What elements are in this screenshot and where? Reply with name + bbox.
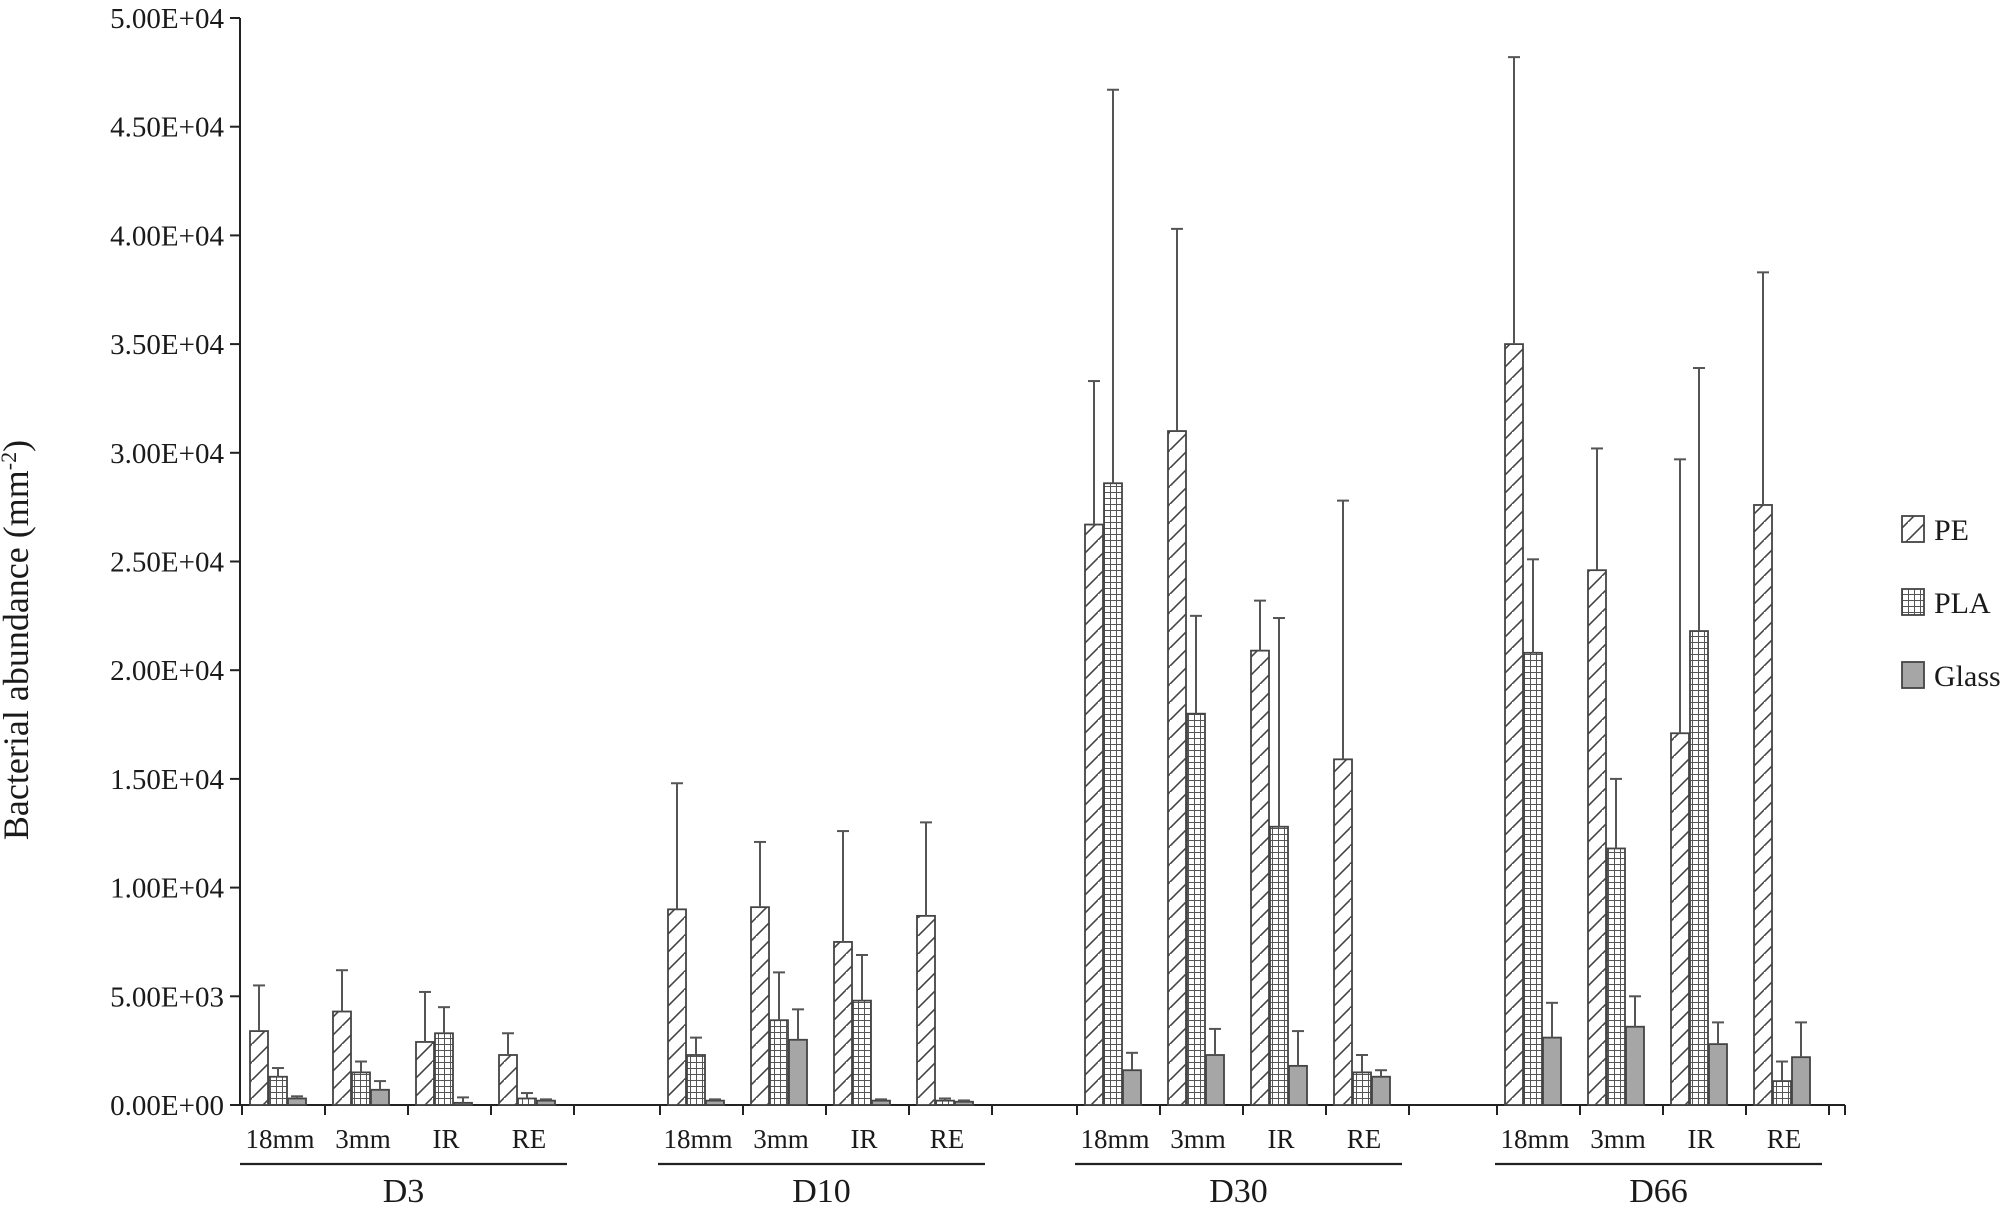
y-axis-title-sup: -2 <box>0 452 21 470</box>
bar-glass-d30-re <box>1371 1075 1391 1106</box>
bar-pla-d30-18mm <box>1103 482 1123 1106</box>
bar-pla-d66-3mm <box>1606 847 1626 1106</box>
category-label: RE <box>1347 1124 1382 1154</box>
category-label: 18mm <box>1080 1124 1149 1154</box>
group-label-d10: D10 <box>792 1173 851 1208</box>
bar-pe-d30-ir <box>1250 649 1270 1106</box>
legend: PE PLA Glass <box>1901 514 2001 693</box>
bar-pe-d66-18mm <box>1504 343 1524 1106</box>
y-axis-title-close: ) <box>0 440 36 452</box>
legend-swatch-glass <box>1901 661 1925 689</box>
category-label: IR <box>851 1124 878 1154</box>
group-label-d30: D30 <box>1209 1173 1268 1208</box>
y-tick-label: 5.00E+03 <box>110 981 224 1013</box>
category-label: 3mm <box>335 1124 391 1154</box>
category-label: IR <box>433 1124 460 1154</box>
bar-pla-d30-ir <box>1269 825 1289 1106</box>
legend-swatch-pe <box>1901 515 1925 543</box>
bar-pe-d3-3mm <box>332 1010 352 1106</box>
y-tick-label: 4.50E+04 <box>110 112 224 144</box>
category-label: IR <box>1268 1124 1295 1154</box>
bar-pla-d10-3mm <box>769 1019 789 1106</box>
y-tick-label: 3.00E+04 <box>110 438 224 470</box>
bar-glass-d3-re <box>536 1099 556 1106</box>
y-tick-label: 4.00E+04 <box>110 220 224 252</box>
category-label: 3mm <box>753 1124 809 1154</box>
y-tick-label: 2.50E+04 <box>110 547 224 579</box>
y-tick-label: 3.50E+04 <box>110 329 224 361</box>
bar-pla-d3-ir <box>434 1032 454 1106</box>
bar-pe-d10-ir <box>833 941 853 1106</box>
bar-glass-d66-re <box>1791 1056 1811 1106</box>
bar-pla-d10-ir <box>852 999 872 1106</box>
bar-glass-d30-3mm <box>1205 1054 1225 1106</box>
labels-layer: 0.00E+00 5.00E+03 1.00E+04 1.50E+04 2.00E+04… <box>110 3 1801 1208</box>
legend-swatch-pla <box>1901 588 1925 616</box>
bar-glass-d66-18mm <box>1542 1036 1562 1106</box>
category-label: RE <box>512 1124 547 1154</box>
bar-pe-d30-3mm <box>1167 430 1187 1106</box>
bar-pla-d66-18mm <box>1523 651 1543 1106</box>
legend-label-pe: PE <box>1934 514 1969 547</box>
bar-pla-d66-ir <box>1689 630 1709 1106</box>
category-label: 18mm <box>663 1124 732 1154</box>
bar-glass-d3-3mm <box>370 1088 390 1106</box>
bar-pe-d3-re <box>498 1054 518 1106</box>
y-tick-label: 1.50E+04 <box>110 764 224 796</box>
bar-glass-d10-3mm <box>788 1038 808 1106</box>
y-tick-label: 0.00E+00 <box>110 1090 224 1122</box>
category-label: RE <box>1767 1124 1802 1154</box>
bar-pe-d66-3mm <box>1587 569 1607 1106</box>
bar-pla-d66-re <box>1772 1080 1792 1106</box>
group-label-d3: D3 <box>383 1173 425 1208</box>
bar-glass-d30-ir <box>1288 1064 1308 1106</box>
bar-pla-d10-18mm <box>686 1054 706 1106</box>
y-tick-label: 2.00E+04 <box>110 655 224 687</box>
y-tick-label: 1.00E+04 <box>110 873 224 905</box>
bar-pe-d66-re <box>1753 504 1773 1106</box>
bar-pe-d10-re <box>916 914 936 1106</box>
bar-glass-d10-ir <box>871 1099 891 1106</box>
bar-glass-d30-18mm <box>1122 1069 1142 1106</box>
bar-pe-d30-re <box>1333 758 1353 1106</box>
bar-pla-d3-18mm <box>268 1075 288 1106</box>
bar-pe-d3-18mm <box>249 1030 269 1106</box>
group-label-d66: D66 <box>1629 1173 1688 1208</box>
y-axis-title: Bacterial abundance (mm-2) <box>0 440 36 840</box>
error-bars-layer <box>253 56 1807 1103</box>
bar-glass-d3-18mm <box>287 1097 307 1106</box>
bars-layer <box>249 343 1811 1106</box>
y-axis-title-text: Bacterial abundance (mm <box>0 470 36 840</box>
category-label: 18mm <box>1500 1124 1569 1154</box>
category-label: RE <box>930 1124 965 1154</box>
bar-glass-d10-18mm <box>705 1099 725 1106</box>
category-label: 18mm <box>245 1124 314 1154</box>
bar-glass-d66-3mm <box>1625 1025 1645 1106</box>
bar-pla-d3-3mm <box>351 1071 371 1106</box>
bar-pla-d30-3mm <box>1186 712 1206 1106</box>
bar-pla-d3-re <box>517 1097 537 1106</box>
bar-pe-d66-ir <box>1670 732 1690 1106</box>
legend-label-glass: Glass <box>1934 660 2001 693</box>
bar-pe-d10-3mm <box>750 906 770 1106</box>
bar-pe-d30-18mm <box>1084 523 1104 1106</box>
bar-pla-d10-re <box>935 1099 955 1106</box>
bar-glass-d3-ir <box>453 1101 473 1106</box>
bar-pe-d10-18mm <box>667 908 687 1106</box>
category-label: IR <box>1688 1124 1715 1154</box>
legend-label-pla: PLA <box>1934 587 1991 620</box>
category-label: 3mm <box>1590 1124 1646 1154</box>
y-tick-label: 5.00E+04 <box>110 3 224 35</box>
bar-glass-d66-ir <box>1708 1043 1728 1106</box>
bar-pe-d3-ir <box>415 1041 435 1106</box>
bar-glass-d10-re <box>954 1100 974 1106</box>
bar-pla-d30-re <box>1352 1071 1372 1106</box>
category-label: 3mm <box>1170 1124 1226 1154</box>
